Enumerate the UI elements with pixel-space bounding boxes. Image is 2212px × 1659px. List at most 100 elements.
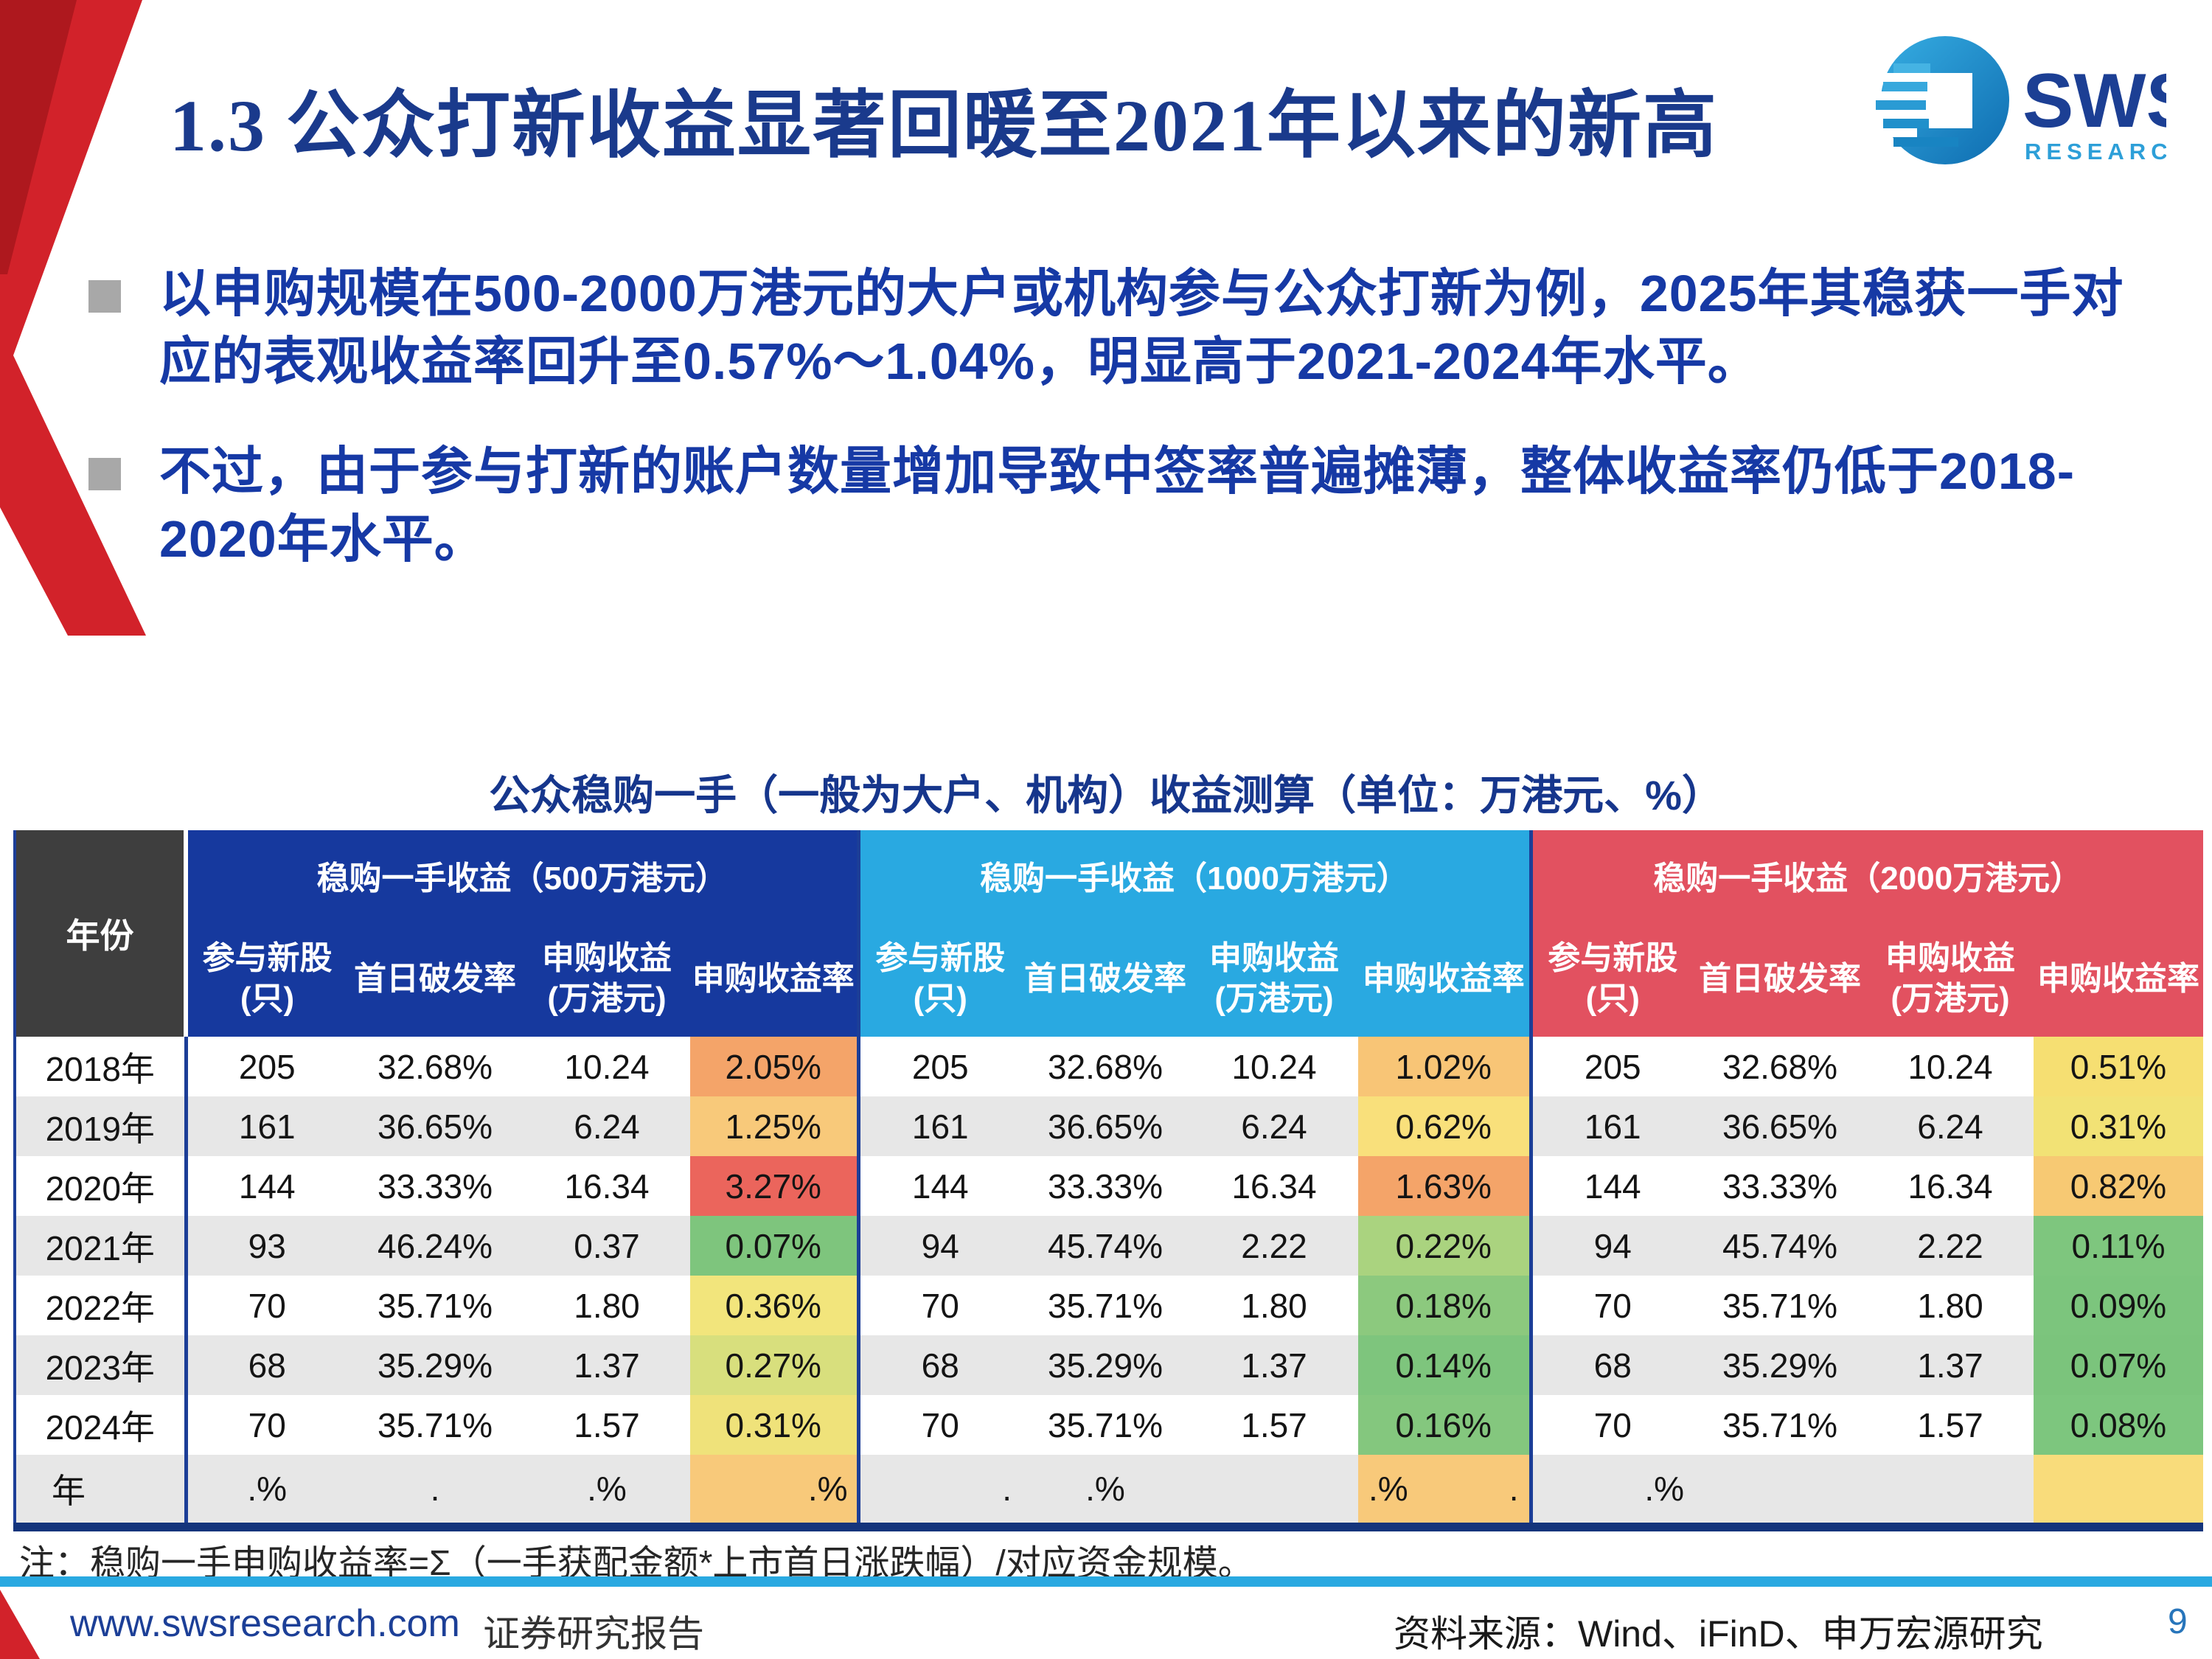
bullet-list: 以申购规模在500-2000万港元的大户或机构参与公众打新为例，2025年其稳获… — [88, 260, 2160, 615]
table-cell: 10.24 — [1907, 1047, 1993, 1086]
rate-cell: .%. — [1358, 1455, 1531, 1527]
table-cell: 1.57 — [574, 1405, 640, 1444]
page-title: 1.3 公众打新收益显著回暖至2021年以来的新高 — [170, 85, 1718, 167]
table-cell: 36.65% — [1722, 1107, 1837, 1146]
rate-cell: 0.31% — [2034, 1096, 2203, 1156]
row-year-cell: 2023年 — [45, 1348, 155, 1387]
table-cell: 1.57 — [1917, 1405, 1983, 1444]
table-cell: 144 — [1528, 1156, 1693, 1216]
chevron-shadow-shape — [0, 0, 77, 274]
rate-cell — [2034, 1455, 2203, 1527]
rate-cell: 0.51% — [2034, 1037, 2203, 1096]
column-header: 申购收益 (万港元) — [524, 920, 690, 1037]
table-cell: 16.34 — [564, 1166, 650, 1206]
square-bullet-icon — [88, 280, 121, 313]
bullet-item: 以申购规模在500-2000万港元的大户或机构参与公众打新为例，2025年其稳获… — [88, 260, 2160, 396]
table-row: 年.%..%.%..%.%..% — [15, 1455, 2203, 1527]
table-cell: 10.24 — [1231, 1047, 1317, 1086]
table-cell: 35.29% — [377, 1346, 493, 1385]
table-cell: 33.33% — [1047, 1166, 1163, 1206]
table-row: 2018年 205 32.68% 10.24 2.05% 205 32.68% 10.24 1.… — [15, 1037, 2203, 1096]
table-cell: 161 — [1528, 1096, 1693, 1156]
table-cell: 32.68% — [1047, 1047, 1163, 1086]
table-cell: 68 — [1528, 1335, 1693, 1395]
table-cell: 6.24 — [574, 1107, 640, 1146]
group-header: 稳购一手收益（2000万港元） — [1528, 830, 2203, 920]
table-cell: 1.80 — [1241, 1286, 1307, 1325]
column-header: 申购收益率 — [2034, 920, 2203, 1037]
table-cell: 70 — [184, 1276, 347, 1335]
table-row: 2022年 70 35.71% 1.80 0.36% 70 35.71% 1.80 0.18% 7… — [15, 1276, 2203, 1335]
table-cell: 144 — [184, 1156, 347, 1216]
year-column-header: 年份 — [15, 830, 188, 1037]
rate-cell: 0.09% — [2034, 1276, 2203, 1335]
table-cell: 94 — [856, 1216, 1020, 1276]
table-cell: 94 — [1528, 1216, 1693, 1276]
footer-red-corner-decoration — [0, 1590, 40, 1659]
red-chevron-decoration — [0, 0, 146, 636]
table-cell: 144 — [856, 1156, 1020, 1216]
table-row: 2019年 161 36.65% 6.24 1.25% 161 36.65% 6.24 0.62… — [15, 1096, 2203, 1156]
returns-table: 年份 稳购一手收益（500万港元） 稳购一手收益（1000万港元） 稳购一手收益（20… — [13, 830, 2203, 1531]
table-cell: 35.71% — [377, 1405, 493, 1444]
rate-cell: 0.22% — [1358, 1216, 1531, 1276]
table-cell: . — [430, 1470, 440, 1508]
table-cell: 32.68% — [1722, 1047, 1837, 1086]
rate-cell: 0.08% — [2034, 1395, 2203, 1455]
column-header: 参与新股 (只) — [184, 920, 347, 1037]
table-cell: 35.71% — [1722, 1286, 1837, 1325]
footer-report-type: 证券研究报告 — [483, 1613, 704, 1655]
table-cell: 205 — [184, 1037, 347, 1096]
table-cell: 10.24 — [564, 1047, 650, 1086]
table-cell: 45.74% — [1047, 1226, 1163, 1265]
table-cell: 2.22 — [1917, 1226, 1983, 1265]
table-cell: 35.29% — [1722, 1346, 1837, 1385]
table-cell: 33.33% — [1722, 1166, 1837, 1206]
table-cell: 32.68% — [377, 1047, 493, 1086]
column-header: 参与新股 (只) — [856, 920, 1020, 1037]
row-year-cell: 年 — [52, 1472, 86, 1510]
row-year-cell: 2018年 — [45, 1049, 155, 1088]
column-header: 参与新股 (只) — [1528, 920, 1693, 1037]
group-header: 稳购一手收益（1000万港元） — [856, 830, 1531, 920]
row-year-cell: 2024年 — [45, 1408, 155, 1447]
row-year-cell: 2020年 — [45, 1169, 155, 1208]
table-cell — [1867, 1455, 2034, 1527]
row-year-cell: 2022年 — [45, 1288, 155, 1327]
rate-cell: 0.07% — [690, 1216, 858, 1276]
rate-cell: 0.82% — [2034, 1156, 2203, 1216]
footer-url: www.swsresearch.com — [70, 1602, 460, 1645]
table-row: 2024年 70 35.71% 1.57 0.31% 70 35.71% 1.57 0.16% 7… — [15, 1395, 2203, 1455]
rate-cell: 0.16% — [1358, 1395, 1531, 1455]
table-cell: 1.37 — [574, 1346, 640, 1385]
table-row: 2023年 68 35.29% 1.37 0.27% 68 35.29% 1.37 0.14% 6… — [15, 1335, 2203, 1395]
sws-logo: SWS RESEARCH — [1871, 36, 2166, 164]
table-cell: 35.71% — [1047, 1286, 1163, 1325]
rate-cell: 1.25% — [690, 1096, 858, 1156]
table-cell: . — [856, 1455, 1020, 1527]
table-cell: 16.34 — [1231, 1166, 1317, 1206]
rate-cell: .% — [690, 1455, 858, 1527]
table-cell: 68 — [184, 1335, 347, 1395]
table-cell: 70 — [184, 1395, 347, 1455]
table-cell: 16.34 — [1907, 1166, 1993, 1206]
table-cell: 1.80 — [1917, 1286, 1983, 1325]
table-cell: 70 — [1528, 1276, 1693, 1335]
rate-cell: 0.62% — [1358, 1096, 1531, 1156]
rate-cell: 0.27% — [690, 1335, 858, 1395]
rate-cell: 0.07% — [2034, 1335, 2203, 1395]
logo-text: SWS — [2023, 58, 2166, 144]
rate-cell: 3.27% — [690, 1156, 858, 1216]
group-header: 稳购一手收益（500万港元） — [184, 830, 858, 920]
table-cell — [1693, 1455, 1867, 1527]
table-cell: 46.24% — [377, 1226, 493, 1265]
table-cell: 70 — [856, 1395, 1020, 1455]
rate-cell: 1.63% — [1358, 1156, 1531, 1216]
logo-subtext: RESEARCH — [2025, 139, 2166, 164]
rate-cell: 1.02% — [1358, 1037, 1531, 1096]
table-cell: 36.65% — [377, 1107, 493, 1146]
table-cell: .% — [1528, 1455, 1693, 1527]
rate-cell: 0.14% — [1358, 1335, 1531, 1395]
table-cell: 35.29% — [1047, 1346, 1163, 1385]
table-cell: 1.57 — [1241, 1405, 1307, 1444]
